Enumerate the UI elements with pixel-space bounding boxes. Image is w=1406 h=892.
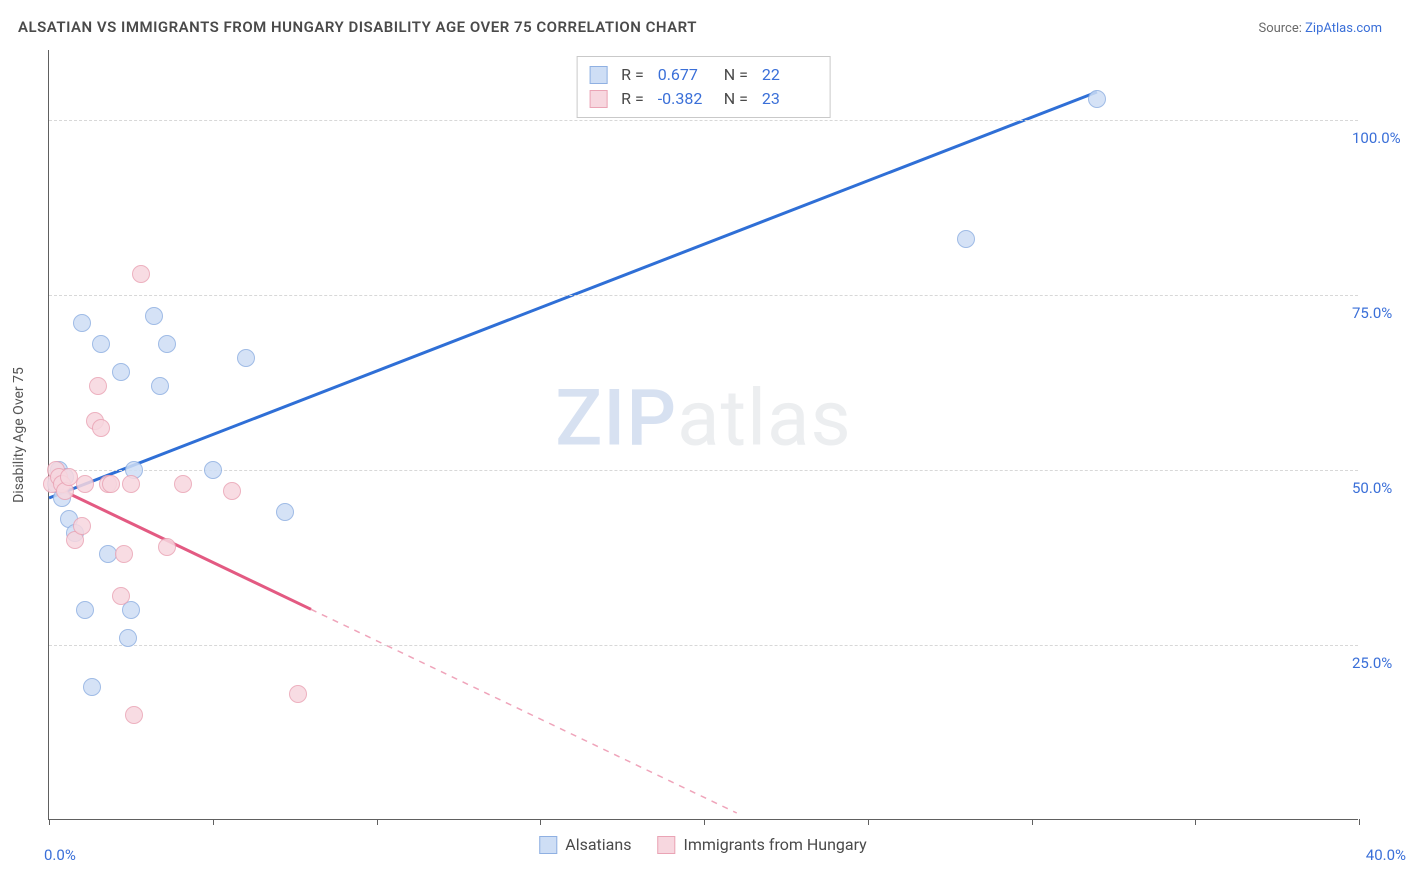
legend-swatch [539, 836, 557, 854]
y-tick-label: 75.0% [1348, 304, 1406, 322]
n-value: 22 [762, 63, 814, 87]
x-tick [1195, 819, 1196, 825]
r-value: 0.677 [658, 63, 710, 87]
y-tick-label: 100.0% [1348, 129, 1406, 147]
legend-swatch [589, 90, 607, 108]
legend-swatch [657, 836, 675, 854]
x-tick [540, 819, 541, 825]
data-point-hungary [132, 265, 150, 283]
data-point-alsatians [1088, 90, 1106, 108]
data-point-hungary [158, 538, 176, 556]
x-tick [49, 819, 50, 825]
legend-swatch [589, 66, 607, 84]
data-point-alsatians [92, 335, 110, 353]
data-point-alsatians [276, 503, 294, 521]
gridline-h [49, 120, 1358, 121]
x-tick [1359, 819, 1360, 825]
data-point-hungary [122, 475, 140, 493]
n-label: N = [724, 63, 748, 87]
source-prefix: Source: [1258, 21, 1305, 36]
legend-row-alsatians: R = 0.677 N = 22 [589, 63, 814, 87]
y-tick-label: 50.0% [1348, 479, 1406, 497]
n-label: N = [724, 87, 748, 111]
data-point-hungary [289, 685, 307, 703]
data-point-hungary [115, 545, 133, 563]
gridline-h [49, 295, 1358, 296]
watermark-atlas: atlas [677, 374, 852, 465]
data-point-hungary [76, 475, 94, 493]
data-point-alsatians [151, 377, 169, 395]
data-point-hungary [92, 419, 110, 437]
x-tick [704, 819, 705, 825]
data-point-hungary [125, 706, 143, 724]
data-point-alsatians [83, 678, 101, 696]
watermark-zip: ZIP [555, 374, 677, 465]
data-point-hungary [102, 475, 120, 493]
n-value: 23 [762, 87, 814, 111]
data-point-alsatians [957, 230, 975, 248]
watermark: ZIPatlas [555, 374, 852, 465]
data-point-alsatians [112, 363, 130, 381]
r-value: -0.382 [658, 87, 710, 111]
x-tick [377, 819, 378, 825]
data-point-alsatians [73, 314, 91, 332]
data-point-alsatians [204, 461, 222, 479]
y-tick-label: 25.0% [1348, 654, 1406, 672]
x-axis-min-label: 0.0% [44, 846, 76, 864]
x-tick [213, 819, 214, 825]
data-point-hungary [174, 475, 192, 493]
series-legend: Alsatians Immigrants from Hungary [539, 835, 866, 854]
data-point-alsatians [99, 545, 117, 563]
source-link[interactable]: ZipAtlas.com [1305, 21, 1382, 36]
x-tick [1032, 819, 1033, 825]
legend-item-hungary: Immigrants from Hungary [657, 835, 866, 854]
plot-area: ZIPatlas R =0.677N =22R =-0.382N =23 Dis… [48, 50, 1358, 820]
data-point-alsatians [158, 335, 176, 353]
correlation-legend: R = 0.677 N = 22 R = -0.382 N = 23 [576, 56, 831, 118]
gridline-h [49, 470, 1358, 471]
x-axis-max-label: 40.0% [1366, 846, 1406, 864]
r-label: R = [621, 63, 644, 87]
legend-label: Alsatians [565, 835, 631, 854]
data-point-alsatians [76, 601, 94, 619]
legend-item-alsatians: Alsatians [539, 835, 631, 854]
legend-label: Immigrants from Hungary [683, 835, 866, 854]
chart-title: ALSATIAN VS IMMIGRANTS FROM HUNGARY DISA… [18, 18, 697, 36]
r-label: R = [621, 87, 644, 111]
chart-container: ZIPatlas R =0.677N =22R =-0.382N =23 Dis… [48, 50, 1358, 820]
data-point-hungary [60, 468, 78, 486]
data-point-alsatians [119, 629, 137, 647]
data-point-hungary [89, 377, 107, 395]
data-point-hungary [223, 482, 241, 500]
data-point-alsatians [145, 307, 163, 325]
legend-row-hungary: R = -0.382 N = 23 [589, 87, 814, 111]
gridline-h [49, 645, 1358, 646]
y-axis-title: Disability Age Over 75 [11, 367, 27, 503]
data-point-hungary [112, 587, 130, 605]
data-point-hungary [73, 517, 91, 535]
source-label: Source: ZipAtlas.com [1258, 21, 1382, 36]
data-point-alsatians [237, 349, 255, 367]
x-tick [868, 819, 869, 825]
